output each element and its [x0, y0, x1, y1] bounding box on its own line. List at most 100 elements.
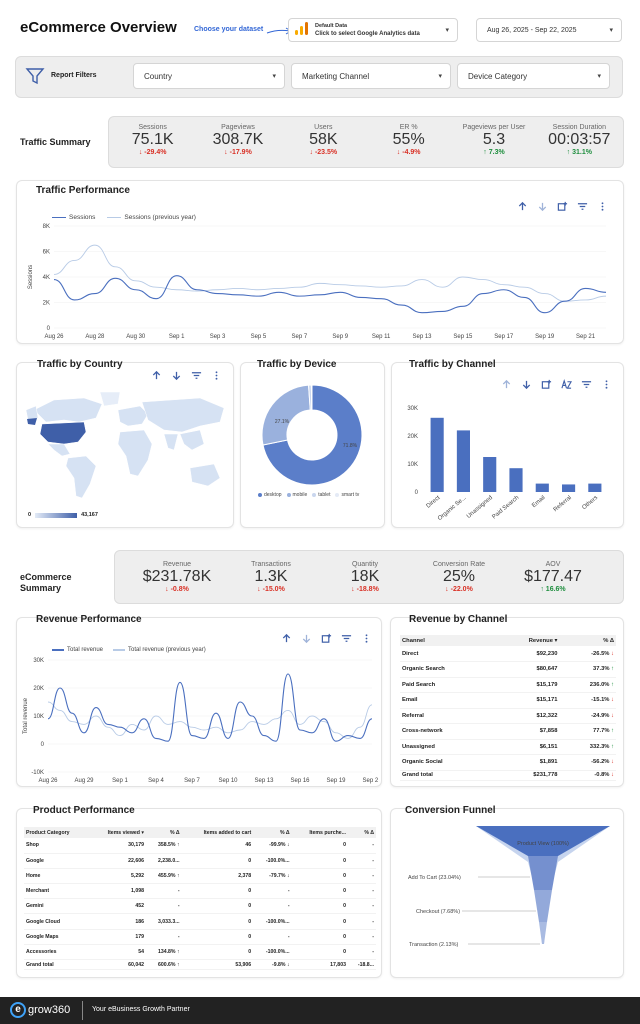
more-vert-icon[interactable] [600, 378, 612, 390]
funnel-stage-add-to-cart[interactable] [528, 856, 558, 890]
cell-delta: 332.3% ↑ [559, 739, 616, 755]
marketing-channel-filter[interactable]: Marketing Channel ▾ [291, 63, 451, 89]
more-vert-icon[interactable] [210, 369, 222, 381]
conversion-funnel-chart: Product View (100%) Add To Cart (23.04%) C… [408, 826, 610, 948]
table-row[interactable]: Shop 30,179 358.5% ↑ 46 -99.9% ↓ 0- [24, 838, 376, 854]
y-tick-label: 6K [43, 250, 50, 256]
cell-revenue: $80,647 [493, 661, 560, 678]
arrow-up-icon[interactable] [150, 369, 162, 381]
map-alaska-us [27, 418, 37, 425]
bar-paid-search[interactable] [509, 468, 523, 492]
country-filter[interactable]: Country ▾ [133, 63, 285, 89]
col-header[interactable]: Items purche... [291, 827, 348, 838]
more-vert-icon[interactable] [596, 200, 608, 212]
table-cell: 0 [181, 913, 254, 930]
kpi-delta: ↓ -23.5% [281, 149, 366, 156]
funnel-stage-product-view[interactable] [476, 826, 610, 856]
bar-others[interactable] [588, 483, 602, 492]
col-revenue[interactable]: Revenue ▾ [493, 635, 560, 646]
table-row[interactable]: Organic Search $80,647 37.3% ↑ [400, 661, 616, 678]
col-channel[interactable]: Channel [400, 635, 494, 646]
col-header[interactable]: % Δ [253, 827, 292, 838]
table-cell: -100.0%... [253, 853, 292, 869]
legend-revenue: Total revenue [67, 647, 104, 653]
arrow-down-icon[interactable] [300, 632, 312, 644]
delta-value: 37.3% [593, 666, 610, 673]
filter-lines-icon[interactable] [340, 632, 352, 644]
dataset-name: Default Data [315, 23, 348, 29]
arrow-up-icon[interactable] [280, 632, 292, 644]
x-tick-label: Others [581, 495, 599, 511]
map-south-america [65, 455, 97, 499]
col-header[interactable]: Items viewed ▾ [89, 827, 146, 838]
kpi-value: 5.3 [482, 131, 506, 148]
arrow-up-icon: ↑ [611, 728, 614, 735]
map-scale: 0 43,167 [28, 512, 98, 518]
bar-organic-se-[interactable] [456, 430, 470, 492]
drill-icon[interactable] [540, 378, 552, 390]
table-cell: - [347, 913, 376, 930]
bar-direct[interactable] [430, 417, 444, 492]
kpi-label: Quantity [351, 561, 379, 568]
table-row[interactable]: Google Maps 179-0-0- [24, 929, 376, 945]
brand-logo[interactable]: e grow360 [10, 1002, 70, 1018]
series-line-previous [47, 701, 373, 739]
col-header[interactable]: % Δ [347, 827, 376, 838]
filter-lines-icon[interactable] [190, 369, 202, 381]
bar-email[interactable] [535, 483, 549, 492]
sort-az-icon[interactable] [560, 378, 572, 390]
table-row[interactable]: Google Cloud 186 3,033.3... 0 -100.0%... 0- [24, 913, 376, 930]
world-map[interactable] [24, 388, 228, 504]
donut-slice-smart-tv[interactable] [310, 384, 313, 411]
delta-value: -0.8% [594, 772, 610, 778]
table-row[interactable]: Home 5,292 455.9% ↑ 2,378 -79.7% ↓ 0- [24, 868, 376, 885]
x-tick-label: Sep 5 [251, 334, 267, 340]
table-row[interactable]: Direct $92,230 -26.5% ↓ [400, 646, 616, 662]
arrow-up-icon[interactable] [500, 378, 512, 390]
table-row[interactable]: Organic Social $1,891 -56.2% ↓ [400, 754, 616, 771]
table-cell: - [253, 898, 292, 915]
filter-lines-icon[interactable] [580, 378, 592, 390]
col-header[interactable]: Product Category [24, 827, 90, 838]
table-row[interactable]: Referral $12,322 -24.9% ↓ [400, 708, 616, 724]
channel-toolbar [500, 378, 612, 390]
col-header[interactable]: Items added to cart [181, 827, 254, 838]
revenue-channel-table: Channel Revenue ▾ % Δ Direct $92,230 -26.5… [400, 635, 616, 781]
table-row[interactable]: Cross-network $7,858 77.7% ↑ [400, 723, 616, 740]
date-range-selector[interactable]: Aug 26, 2025 - Sep 22, 2025 ▾ [476, 18, 622, 42]
funnel-stage-checkout[interactable] [534, 890, 552, 922]
drill-icon[interactable] [320, 632, 332, 644]
donut-slice-desktop[interactable] [262, 384, 363, 486]
col-header[interactable]: % Δ [145, 827, 182, 838]
table-row[interactable]: Google 22,606 2,238.0... 0 -100.0%... 0- [24, 853, 376, 869]
more-vert-icon[interactable] [360, 632, 372, 644]
arrow-down-icon[interactable] [536, 200, 548, 212]
kpi-delta: ↓ -15.0% [224, 586, 318, 593]
table-cell: 134.8% ↑ [145, 944, 182, 961]
table-cell: 2,378 [181, 868, 254, 885]
table-row[interactable]: Paid Search $15,179 236.0% ↑ [400, 677, 616, 693]
donut-slice-mobile[interactable] [261, 384, 311, 446]
device-category-filter[interactable]: Device Category ▾ [457, 63, 610, 89]
bar-unassigned[interactable] [483, 457, 497, 492]
table-row[interactable]: Merchant 1,098-0-0- [24, 883, 376, 900]
table-row[interactable]: Unassigned $6,151 332.3% ↑ [400, 739, 616, 755]
col-delta[interactable]: % Δ [559, 635, 616, 646]
drill-icon[interactable] [556, 200, 568, 212]
table-row[interactable]: Accessories 54 134.8% ↑ 0 -100.0%... 0- [24, 944, 376, 961]
kpi-delta: ↓ -29.4% [110, 149, 195, 156]
kpi-delta-value: -29.4% [144, 149, 167, 156]
arrow-down-icon[interactable] [520, 378, 532, 390]
kpi-delta-value: -23.5% [314, 149, 338, 156]
x-tick-label: Sep 13 [254, 778, 274, 784]
funnel-stage-transaction[interactable] [539, 922, 547, 944]
filter-lines-icon[interactable] [576, 200, 588, 212]
dataset-selector[interactable]: Default Data Click to select Google Anal… [288, 18, 458, 42]
bar-referral[interactable] [562, 484, 576, 492]
arrow-down-icon[interactable] [170, 369, 182, 381]
traffic-summary-panel [108, 116, 624, 168]
arrow-up-icon[interactable] [516, 200, 528, 212]
table-cell: -9.8% ↓ [253, 959, 292, 970]
table-row[interactable]: Gemini 452-0-0- [24, 898, 376, 915]
table-row[interactable]: Email $15,171 -15.1% ↓ [400, 692, 616, 709]
